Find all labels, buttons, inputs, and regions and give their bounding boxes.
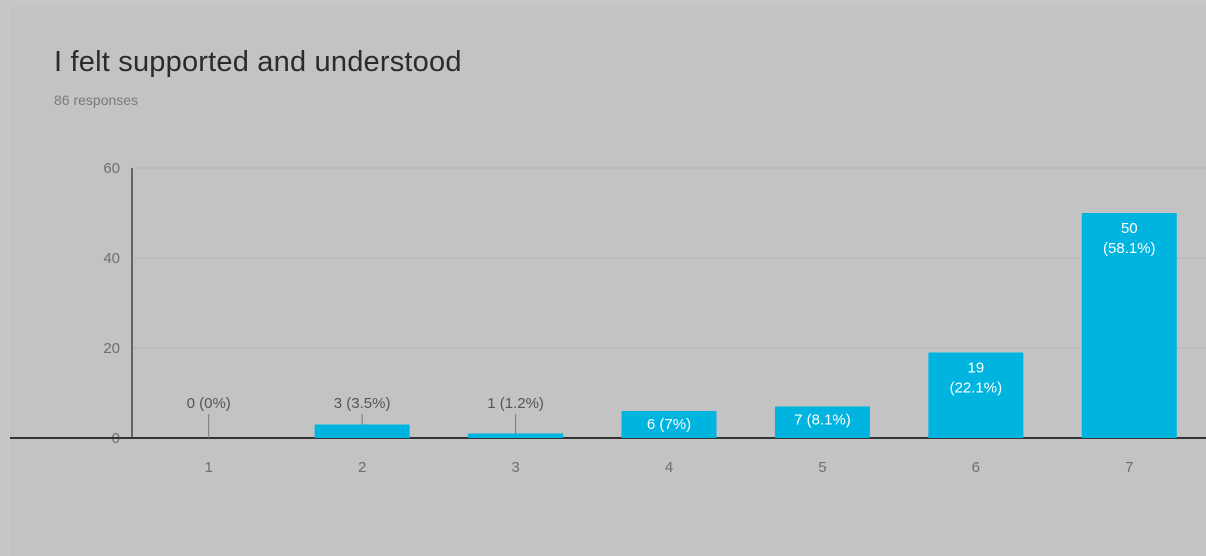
y-tick-label: 40 [103,250,120,267]
x-tick-label: 5 [818,459,826,476]
y-tick-label: 20 [103,340,120,357]
bar-6 [928,352,1024,438]
bar-layer [314,213,1177,438]
data-label: 7 (8.1%) [794,412,851,429]
data-label-pct: (22.1%) [950,380,1003,397]
y-tick-label: 60 [103,160,120,177]
data-label: 6 (7%) [647,416,691,433]
bar-4 [621,411,717,438]
data-label: 50 [1121,220,1138,237]
grid-layer [132,167,1206,439]
chart-title: I felt supported and understood [54,46,462,78]
data-label: 0 (0%) [187,395,231,412]
data-label: 19 [968,360,985,377]
label-layer: 1 0 (0%) 2 3 (3.5%) 3 1 (1.2%) 4 6 (7%) 5 7 (8.1%… [187,220,1156,476]
x-tick-label: 2 [358,459,366,476]
response-count: 86 responses [54,92,139,108]
x-tick-label: 3 [511,459,519,476]
x-tick-label: 7 [1125,459,1133,476]
data-label: 1 (1.2%) [487,395,544,412]
bar-chart: 0204060 10 (0%)23 (3.5%)31 (1.2%)46 (7%)… [10,160,1206,476]
data-label-pct: (58.1%) [1103,240,1156,257]
x-tick-label: 6 [972,459,980,476]
bar-3 [468,433,564,438]
chart-card: I felt supported and understood 86 respo… [10,6,1206,556]
bar-7 [1081,213,1177,438]
x-tick-label: 1 [205,459,213,476]
bar-5 [774,406,870,438]
bar-2 [314,424,410,438]
data-label: 3 (3.5%) [334,395,391,412]
x-tick-label: 4 [665,459,673,476]
